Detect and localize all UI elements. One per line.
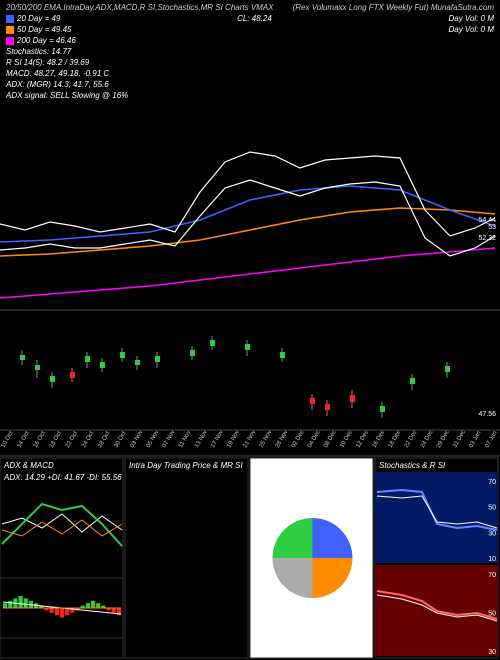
svg-text:22 Dec: 22 Dec xyxy=(404,430,419,449)
svg-text:29 Dec: 29 Dec xyxy=(436,430,451,449)
svg-text:18 Oct: 18 Oct xyxy=(49,430,63,449)
svg-text:14 Oct: 14 Oct xyxy=(17,430,31,449)
svg-text:28 Oct: 28 Oct xyxy=(97,430,111,449)
svg-text:17 Nov: 17 Nov xyxy=(210,430,225,449)
svg-text:53: 53 xyxy=(488,224,496,231)
svg-text:22 Oct: 22 Oct xyxy=(65,430,79,449)
chart-canvas: 52.32 54.4453 47.56 10 Oct14 Oct16 Oct18 Oc… xyxy=(0,0,500,660)
svg-text:24 Dec: 24 Dec xyxy=(420,430,435,449)
svg-text:07 Jan: 07 Jan xyxy=(484,430,498,449)
svg-text:10: 10 xyxy=(488,556,496,563)
svg-text:70: 70 xyxy=(488,479,496,486)
svg-text:54.44: 54.44 xyxy=(478,217,496,224)
svg-text:30: 30 xyxy=(488,530,496,537)
svg-text:52.32: 52.32 xyxy=(478,235,496,242)
svg-text:30 Oct: 30 Oct xyxy=(113,430,127,449)
svg-text:50: 50 xyxy=(488,611,496,618)
svg-text:04 Dec: 04 Dec xyxy=(307,430,322,449)
svg-text:10 Dec: 10 Dec xyxy=(339,430,354,449)
svg-text:28 Nov: 28 Nov xyxy=(275,430,290,449)
svg-text:50: 50 xyxy=(488,505,496,512)
svg-text:13 Nov: 13 Nov xyxy=(194,430,209,449)
svg-text:03 Nov: 03 Nov xyxy=(130,430,145,449)
svg-text:11 Nov: 11 Nov xyxy=(178,430,192,449)
svg-text:16 Oct: 16 Oct xyxy=(33,430,47,449)
svg-text:25 Nov: 25 Nov xyxy=(259,430,274,449)
svg-text:07 Nov: 07 Nov xyxy=(162,430,177,449)
svg-text:ADX: 14.29 +DI: 41.67 -DI: 55.: ADX: 14.29 +DI: 41.67 -DI: 55.56 xyxy=(3,473,122,482)
svg-text:Intra Day Trading Price & MR: Intra Day Trading Price & MR SI xyxy=(129,461,243,470)
svg-text:70: 70 xyxy=(488,572,496,579)
svg-text:47.56: 47.56 xyxy=(478,411,496,418)
svg-text:08 Dec: 08 Dec xyxy=(323,430,338,449)
svg-text:05 Nov: 05 Nov xyxy=(146,430,161,449)
svg-text:19 Nov: 19 Nov xyxy=(226,430,241,449)
svg-text:02 Dec: 02 Dec xyxy=(291,430,306,449)
svg-text:30: 30 xyxy=(488,649,496,656)
svg-text:18 Dec: 18 Dec xyxy=(388,430,403,449)
svg-text:10 Oct: 10 Oct xyxy=(1,430,15,449)
svg-text:16 Dec: 16 Dec xyxy=(372,430,387,449)
svg-text:31 Dec: 31 Dec xyxy=(452,430,467,449)
svg-text:Stochastics & R SI: Stochastics & R SI xyxy=(379,461,446,470)
svg-text:ADX & MACD: ADX & MACD xyxy=(3,461,54,470)
svg-text:21 Nov: 21 Nov xyxy=(242,430,257,449)
svg-text:12 Dec: 12 Dec xyxy=(355,430,370,449)
svg-text:03 Jan: 03 Jan xyxy=(468,430,482,449)
svg-text:24 Oct: 24 Oct xyxy=(81,430,95,449)
